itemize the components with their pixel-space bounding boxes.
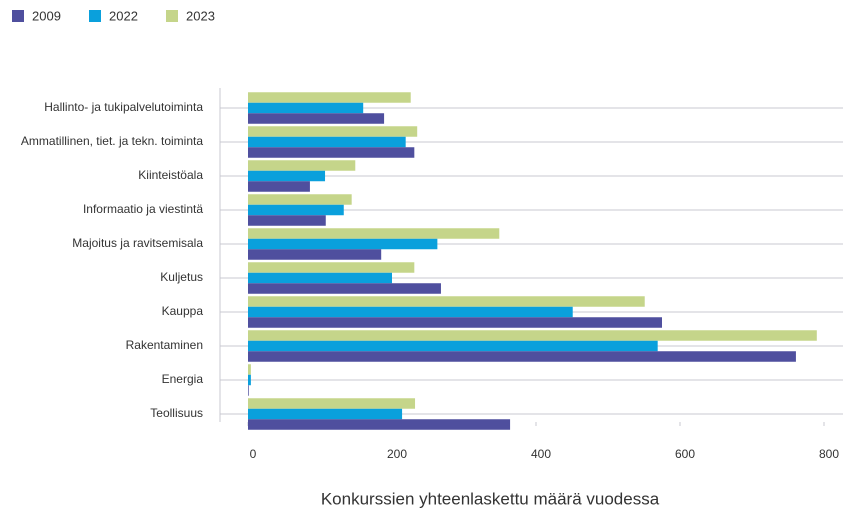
bar xyxy=(248,385,249,396)
bar xyxy=(248,204,344,216)
bar xyxy=(248,340,658,352)
bar xyxy=(248,181,310,192)
bar xyxy=(248,147,415,158)
bar xyxy=(248,92,411,103)
y-tick-label: Rakentaminen xyxy=(126,338,203,352)
y-tick-label: Kuljetus xyxy=(160,270,203,284)
bar xyxy=(248,272,392,284)
bar xyxy=(248,306,573,318)
bar xyxy=(248,408,403,420)
bar xyxy=(248,317,662,328)
bar xyxy=(248,364,251,375)
x-tick-label: 0 xyxy=(250,447,257,461)
bar xyxy=(248,194,352,205)
bar xyxy=(248,238,438,250)
y-tick-label: Teollisuus xyxy=(150,406,203,420)
bar xyxy=(248,398,416,409)
bar xyxy=(248,283,441,294)
bar xyxy=(248,170,326,182)
y-tick-label: Kauppa xyxy=(162,304,204,318)
y-tick-label: Hallinto- ja tukipalvelutoiminta xyxy=(44,100,203,114)
bar xyxy=(248,296,645,307)
bar xyxy=(248,126,418,137)
bar xyxy=(248,215,326,226)
bar xyxy=(248,160,356,171)
legend-label: 2022 xyxy=(109,8,138,23)
bar xyxy=(248,136,406,148)
x-axis-label: Konkurssien yhteenlaskettu määrä vuodess… xyxy=(321,489,660,508)
y-tick-label: Ammatillinen, tiet. ja tekn. toiminta xyxy=(21,134,203,148)
bar xyxy=(248,351,796,362)
y-tick-label: Informaatio ja viestintä xyxy=(83,202,203,216)
bar xyxy=(248,249,382,260)
x-tick-label: 400 xyxy=(531,447,551,461)
legend-swatch xyxy=(12,10,24,22)
legend-label: 2023 xyxy=(186,8,215,23)
bar xyxy=(248,374,251,386)
legend-swatch xyxy=(166,10,178,22)
x-tick-label: 800 xyxy=(819,447,839,461)
legend-swatch xyxy=(89,10,101,22)
bar xyxy=(248,113,385,124)
bar xyxy=(248,228,500,239)
bar xyxy=(248,419,511,430)
bar xyxy=(248,102,364,114)
y-tick-label: Energia xyxy=(162,372,204,386)
bar xyxy=(248,330,817,341)
y-tick-label: Majoitus ja ravitsemisala xyxy=(72,236,203,250)
legend-label: 2009 xyxy=(32,8,61,23)
x-tick-label: 200 xyxy=(387,447,407,461)
x-tick-label: 600 xyxy=(675,447,695,461)
bar xyxy=(248,262,415,273)
y-tick-label: Kiinteistöala xyxy=(138,168,203,182)
